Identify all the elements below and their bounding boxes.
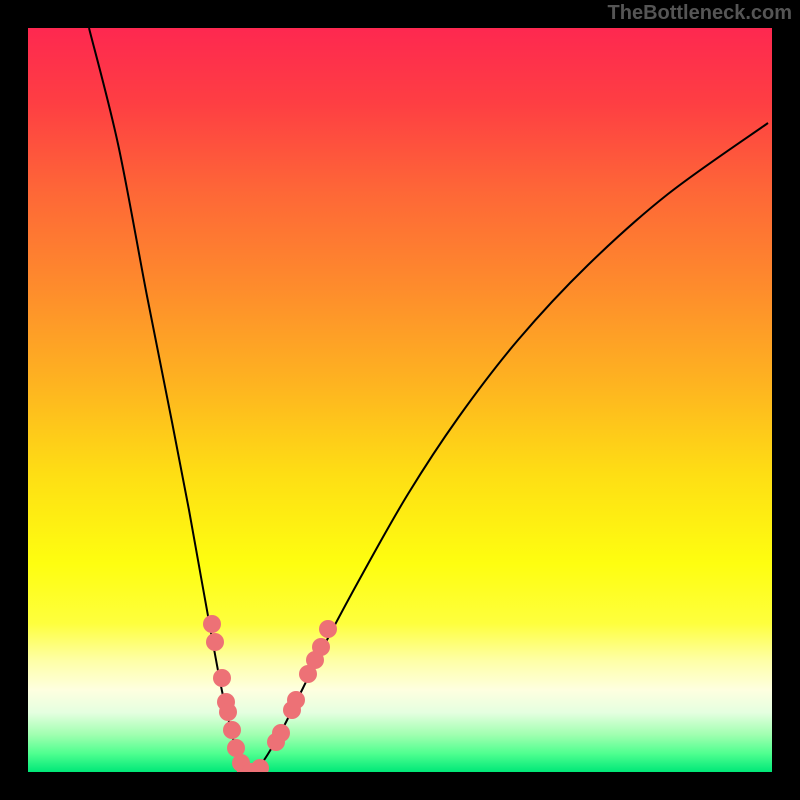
data-marker [203,615,221,633]
chart-container: TheBottleneck.com [0,0,800,800]
data-marker [312,638,330,656]
bottleneck-curve-chart [28,28,772,772]
data-marker [206,633,224,651]
data-marker [272,724,290,742]
watermark-text: TheBottleneck.com [608,2,792,25]
data-marker [287,691,305,709]
data-marker [213,669,231,687]
gradient-background [28,28,772,772]
data-marker [219,703,237,721]
data-marker [319,620,337,638]
data-marker [223,721,241,739]
